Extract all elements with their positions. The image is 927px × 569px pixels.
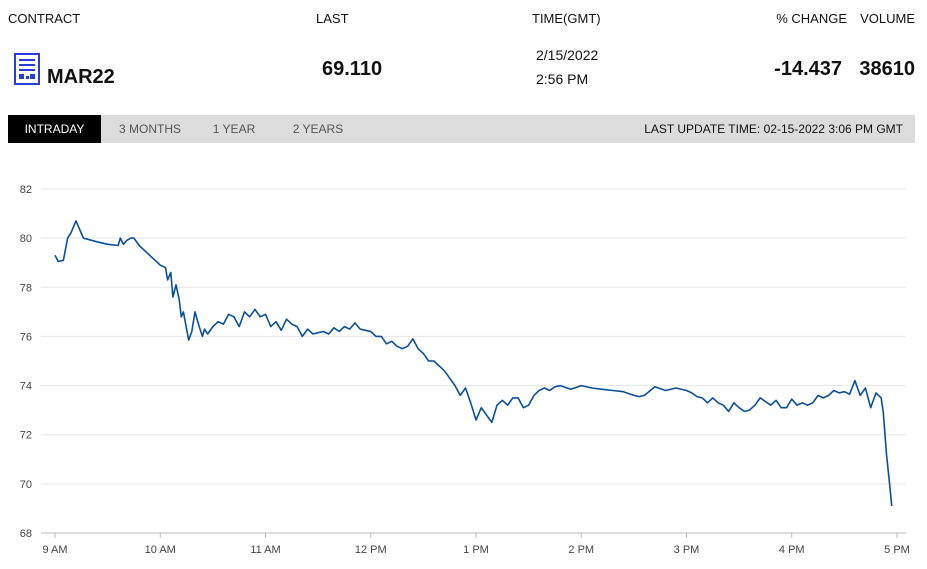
quote-date: 2/15/2022 (536, 47, 599, 63)
y-tick-label: 70 (20, 479, 32, 491)
range-tab-bar: INTRADAY 3 MONTHS 1 YEAR 2 YEARS LAST UP… (8, 115, 915, 143)
x-tick-label: 10 AM (145, 544, 176, 556)
y-tick-label: 80 (20, 233, 32, 245)
x-tick-label: 3 PM (674, 544, 700, 556)
y-tick-label: 72 (20, 430, 32, 442)
x-tick-label: 5 PM (884, 544, 910, 556)
tab-1-year[interactable]: 1 YEAR (212, 122, 256, 136)
intraday-price-chart: 68 70 72 74 76 78 80 82 9 AM 10 AM 11 AM 12 PM 1 PM 2… (20, 184, 910, 556)
y-tick-label: 78 (20, 282, 32, 294)
volume-value: 38610 (859, 58, 915, 80)
volume-header: VOLUME (860, 11, 915, 26)
time-header: TIME(GMT) (532, 11, 601, 26)
last-price: 69.110 (322, 58, 383, 80)
contract-header: CONTRACT (8, 11, 81, 26)
x-tick-label: 4 PM (779, 544, 805, 556)
y-tick-label: 74 (20, 381, 32, 393)
tab-intraday[interactable]: INTRADAY (8, 115, 101, 143)
tab-2-years[interactable]: 2 YEARS (292, 122, 344, 136)
quote-time: 2:56 PM (536, 71, 589, 87)
document-chart-icon (14, 53, 40, 85)
tab-3-months[interactable]: 3 MONTHS (118, 122, 181, 136)
y-tick-label: 82 (20, 184, 32, 196)
x-tick-label: 2 PM (568, 544, 594, 556)
x-tick-label: 1 PM (463, 544, 489, 556)
x-tick-label: 12 PM (355, 544, 387, 556)
price-series-line (54, 220, 893, 507)
contract-name: MAR22 (47, 66, 115, 88)
percent-change: -14.437 (774, 58, 842, 80)
last-update-time: LAST UPDATE TIME: 02-15-2022 3:06 PM GMT (644, 122, 903, 136)
change-header: % CHANGE (776, 11, 847, 26)
x-tick-label: 9 AM (42, 544, 67, 556)
last-header: LAST (316, 11, 349, 26)
y-tick-label: 68 (20, 528, 32, 540)
y-tick-label: 76 (20, 331, 32, 343)
x-tick-label: 11 AM (250, 544, 280, 556)
